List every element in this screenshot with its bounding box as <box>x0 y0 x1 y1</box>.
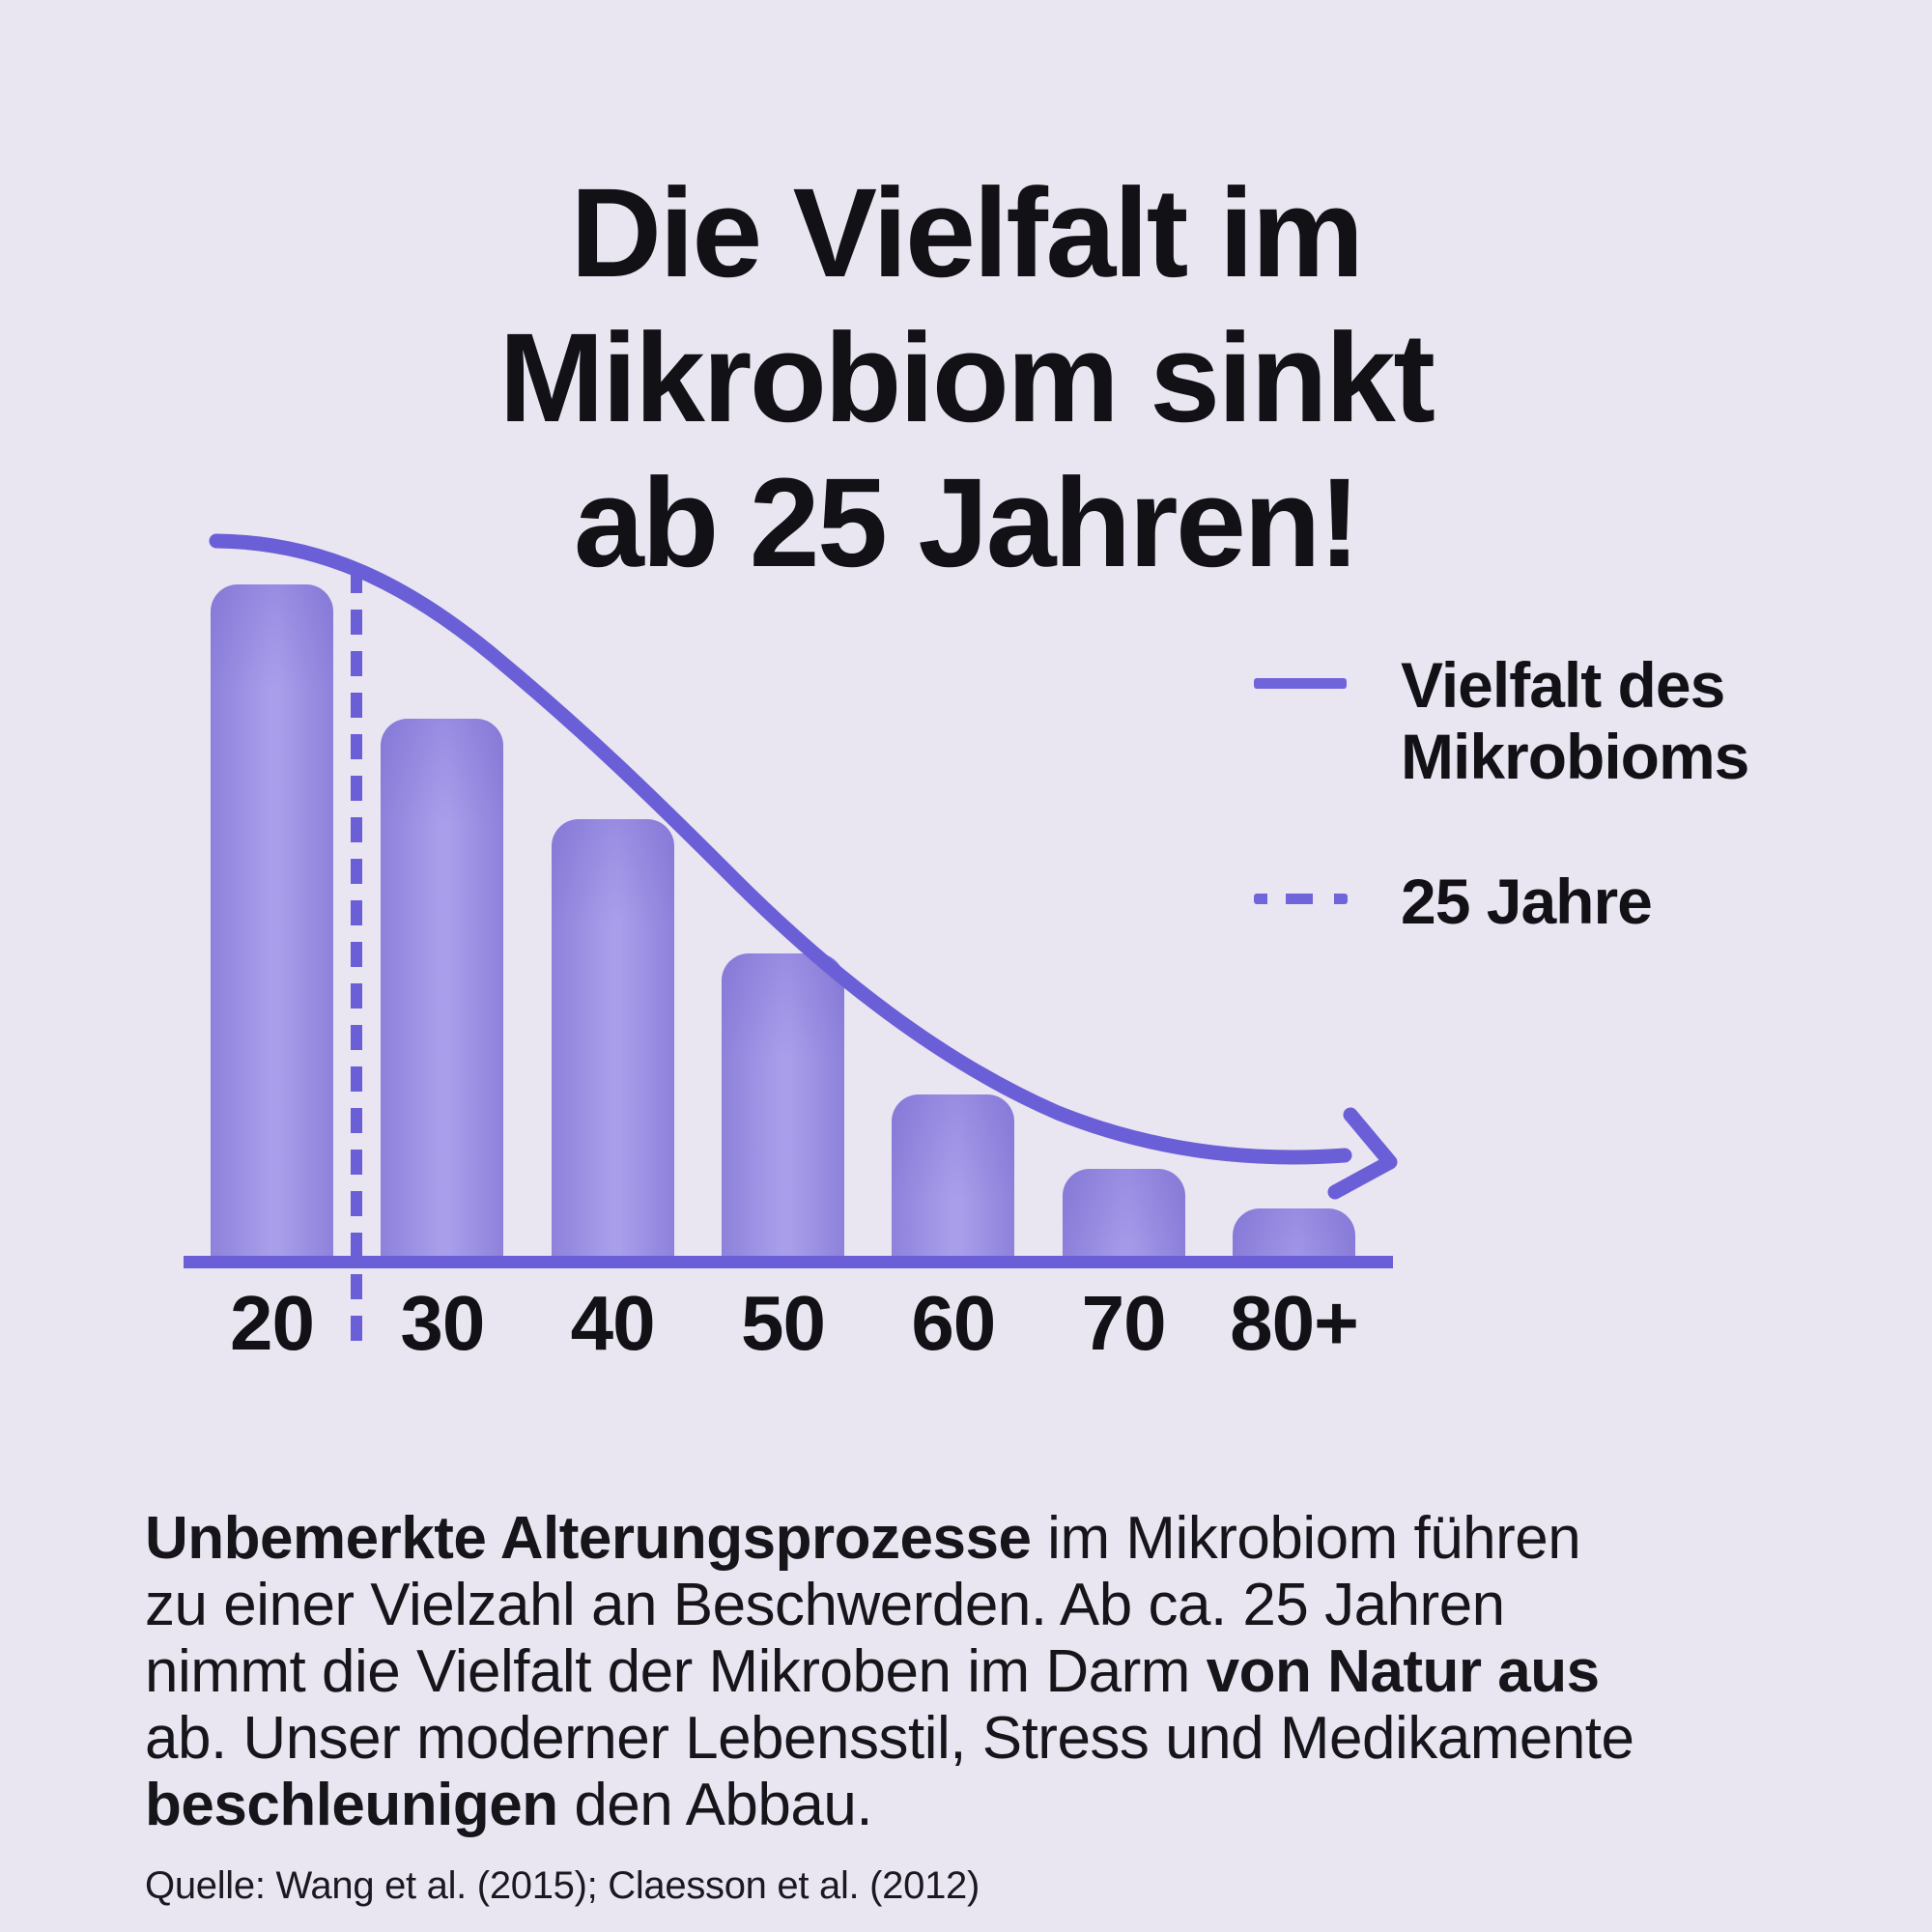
page-title-line-2: Mikrobiom sinkt <box>498 305 1435 448</box>
page-title-line-1: Die Vielfalt im <box>570 160 1364 303</box>
x-axis-label-60: 60 <box>911 1280 996 1366</box>
x-axis-line <box>184 1256 1393 1268</box>
page-title: Die Vielfalt im Mikrobiom sinkt ab 25 Ja… <box>0 160 1932 595</box>
bar-age-20 <box>211 584 333 1256</box>
threshold-line-25-jahre <box>351 568 362 1343</box>
source-citation: Quelle: Wang et al. (2015); Claesson et … <box>145 1864 980 1907</box>
x-axis-label-50: 50 <box>740 1280 826 1366</box>
x-axis-label-40: 40 <box>570 1280 656 1366</box>
body-paragraph: Unbemerkte Alterungsprozesse im Mikrobio… <box>145 1505 1634 1838</box>
bar-age-80+ <box>1232 1208 1355 1256</box>
legend-series-label: Vielfalt des Mikrobioms <box>1401 649 1749 792</box>
legend-solid-line-icon <box>1254 678 1347 689</box>
x-axis-label-70: 70 <box>1081 1280 1167 1366</box>
x-axis-label-20: 20 <box>230 1280 315 1366</box>
bar-age-50 <box>721 953 844 1256</box>
bar-age-30 <box>381 719 504 1256</box>
x-axis-label-80+: 80+ <box>1230 1280 1359 1366</box>
bar-age-40 <box>551 819 674 1256</box>
x-axis-label-30: 30 <box>400 1280 485 1366</box>
legend-dashed-line-icon <box>1254 894 1348 904</box>
trend-arrow-head-icon <box>1327 1107 1398 1200</box>
legend-threshold-label: 25 Jahre <box>1401 866 1653 937</box>
bar-age-60 <box>892 1094 1015 1256</box>
bar-age-70 <box>1062 1169 1185 1256</box>
